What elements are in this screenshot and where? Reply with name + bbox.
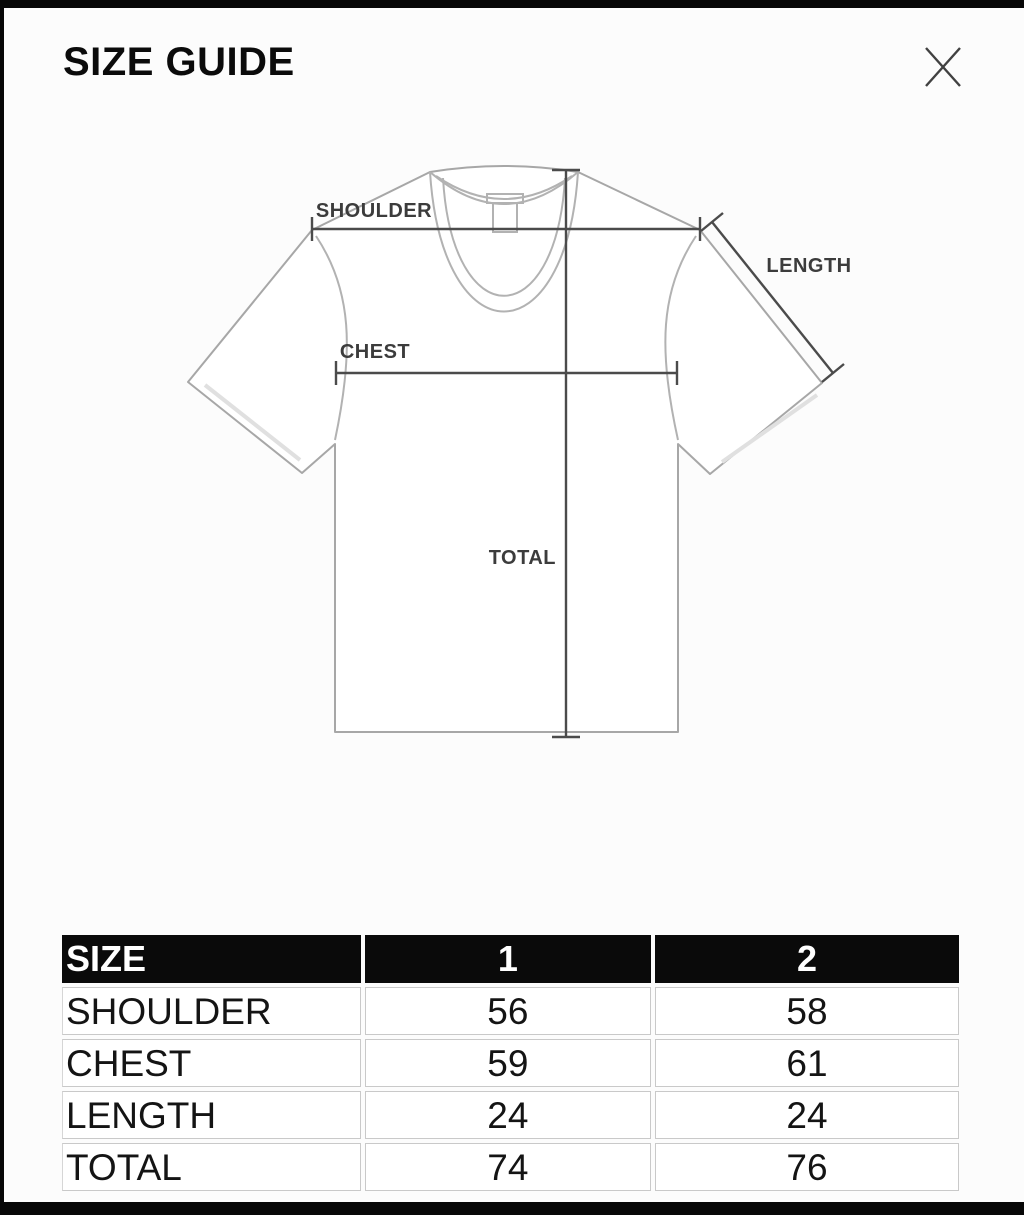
close-icon bbox=[925, 47, 961, 87]
size-table-header-size-2: 2 bbox=[654, 935, 959, 983]
table-row-total: TOTAL 74 76 bbox=[62, 1143, 959, 1191]
table-row-chest: CHEST 59 61 bbox=[62, 1039, 959, 1087]
chest-size-2-value: 61 bbox=[654, 1039, 959, 1087]
close-button[interactable] bbox=[922, 44, 966, 90]
table-row-shoulder: SHOULDER 56 58 bbox=[62, 987, 959, 1035]
tshirt-details bbox=[315, 171, 697, 441]
chest-size-1-value: 59 bbox=[364, 1039, 651, 1087]
sleeve-hem-highlights bbox=[203, 383, 819, 464]
size-table: SIZE 1 2 SHOULDER 56 58 CHEST 59 61 LENG… bbox=[58, 931, 963, 1195]
shoulder-size-1-value: 56 bbox=[364, 987, 651, 1035]
total-measure-label: TOTAL bbox=[489, 547, 556, 569]
total-size-1-value: 74 bbox=[364, 1143, 651, 1191]
screen-edge-bottom bbox=[0, 1202, 1024, 1215]
length-size-1-value: 24 bbox=[364, 1091, 651, 1139]
row-label-shoulder: SHOULDER bbox=[62, 987, 361, 1035]
collar-tag bbox=[492, 202, 518, 233]
size-table-header-row: SIZE 1 2 bbox=[62, 935, 959, 983]
row-label-total: TOTAL bbox=[62, 1143, 361, 1191]
size-table-header-size: SIZE bbox=[62, 935, 361, 983]
row-label-chest: CHEST bbox=[62, 1039, 361, 1087]
total-size-2-value: 76 bbox=[654, 1143, 959, 1191]
length-size-2-value: 24 bbox=[654, 1091, 959, 1139]
tshirt-diagram: SHOULDER CHEST LENGTH TOTAL bbox=[187, 165, 851, 739]
shoulder-size-2-value: 58 bbox=[654, 987, 959, 1035]
screen-edge-left bbox=[0, 0, 4, 1215]
length-measure-label: LENGTH bbox=[766, 255, 851, 277]
chest-measure-label: CHEST bbox=[340, 341, 410, 363]
measurement-lines bbox=[310, 168, 845, 739]
size-table-header-size-1: 1 bbox=[364, 935, 651, 983]
shoulder-measure-label: SHOULDER bbox=[316, 200, 432, 222]
table-row-length: LENGTH 24 24 bbox=[62, 1091, 959, 1139]
row-label-length: LENGTH bbox=[62, 1091, 361, 1139]
size-guide-title: SIZE GUIDE bbox=[63, 40, 295, 84]
screen-edge-top bbox=[0, 0, 1024, 8]
